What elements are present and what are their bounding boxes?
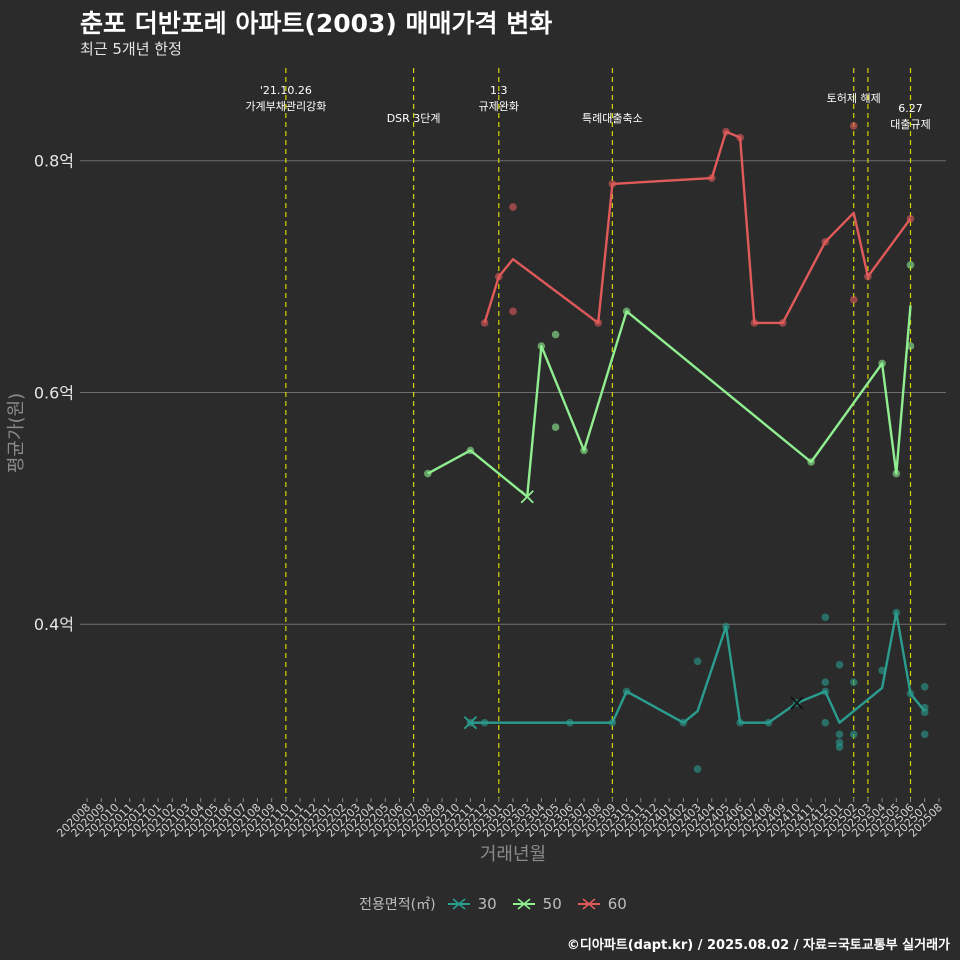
data-point-30 [821,613,830,622]
legend-item-30[interactable]: 30 [446,895,497,913]
data-point-50 [906,342,915,350]
legend-item-60[interactable]: 60 [576,895,627,913]
event-label: 6.27 대출규제 [890,102,930,131]
legend-item-50[interactable]: 50 [511,895,562,913]
event-label: 토허제 해제 [827,91,881,105]
data-point-30 [693,657,702,666]
legend-label-60: 60 [607,895,627,913]
data-point-30 [920,682,929,691]
event-label: '21.10.26 가계부채관리강화 [245,84,326,113]
event-label: DSR 3단계 [387,112,441,125]
cross-stroke [520,490,534,504]
legend: 전용면적(㎡) 30 50 60 [0,894,960,914]
series-line-50 [427,305,912,498]
data-point-30 [920,730,929,739]
data-point-60 [480,319,489,327]
y-tick-label: 0.4억 [34,615,74,634]
series-60 [480,122,915,327]
data-point-60 [509,203,517,211]
data-point-60 [849,295,858,304]
cross-marker-30 [463,716,478,730]
cross-stroke [790,696,804,710]
source-caption: ©디아파트(dapt.kr) / 2025.08.02 / 자료=국토교통부 실… [566,938,950,953]
data-point-30 [849,678,858,686]
data-point-30 [821,678,830,686]
series-50 [424,261,915,504]
data-point-30 [835,730,844,739]
chart-title: 춘포 더반포레 아파트(2003) 매매가격 변화 [80,9,553,38]
cross-marker-50 [520,490,534,504]
event-label: 1.3 규제완화 [479,84,519,113]
cross-stroke [463,716,478,730]
series-line-60 [483,130,912,325]
legend-swatch-50 [512,898,535,910]
legend-label-50: 50 [542,895,562,913]
data-point-60 [849,122,858,130]
y-tick-label: 0.6억 [34,383,74,402]
legend-title: 전용면적(㎡) [359,897,436,913]
y-tick-label: 0.8억 [34,152,74,171]
data-point-60 [509,307,517,316]
legend-swatch-30 [447,898,470,910]
chart-subtitle: 최근 5개년 한정 [80,40,182,58]
event-label: 특례대출축소 [582,112,643,125]
series-30 [463,608,929,773]
data-point-50 [551,423,560,432]
data-point-30 [821,718,830,727]
legend-swatch-60 [577,898,600,910]
data-point-30 [849,730,858,739]
data-point-50 [906,261,915,269]
cross-marker-30 [790,696,804,710]
data-point-50 [551,330,560,339]
series-line-30 [470,611,926,724]
data-point-30 [835,743,844,751]
data-point-30 [693,765,702,773]
data-point-30 [835,660,844,669]
y-axis-title: 평균가(원) [6,393,27,473]
x-axis-title: 거래년월 [480,844,546,865]
legend-label-30: 30 [477,895,497,913]
